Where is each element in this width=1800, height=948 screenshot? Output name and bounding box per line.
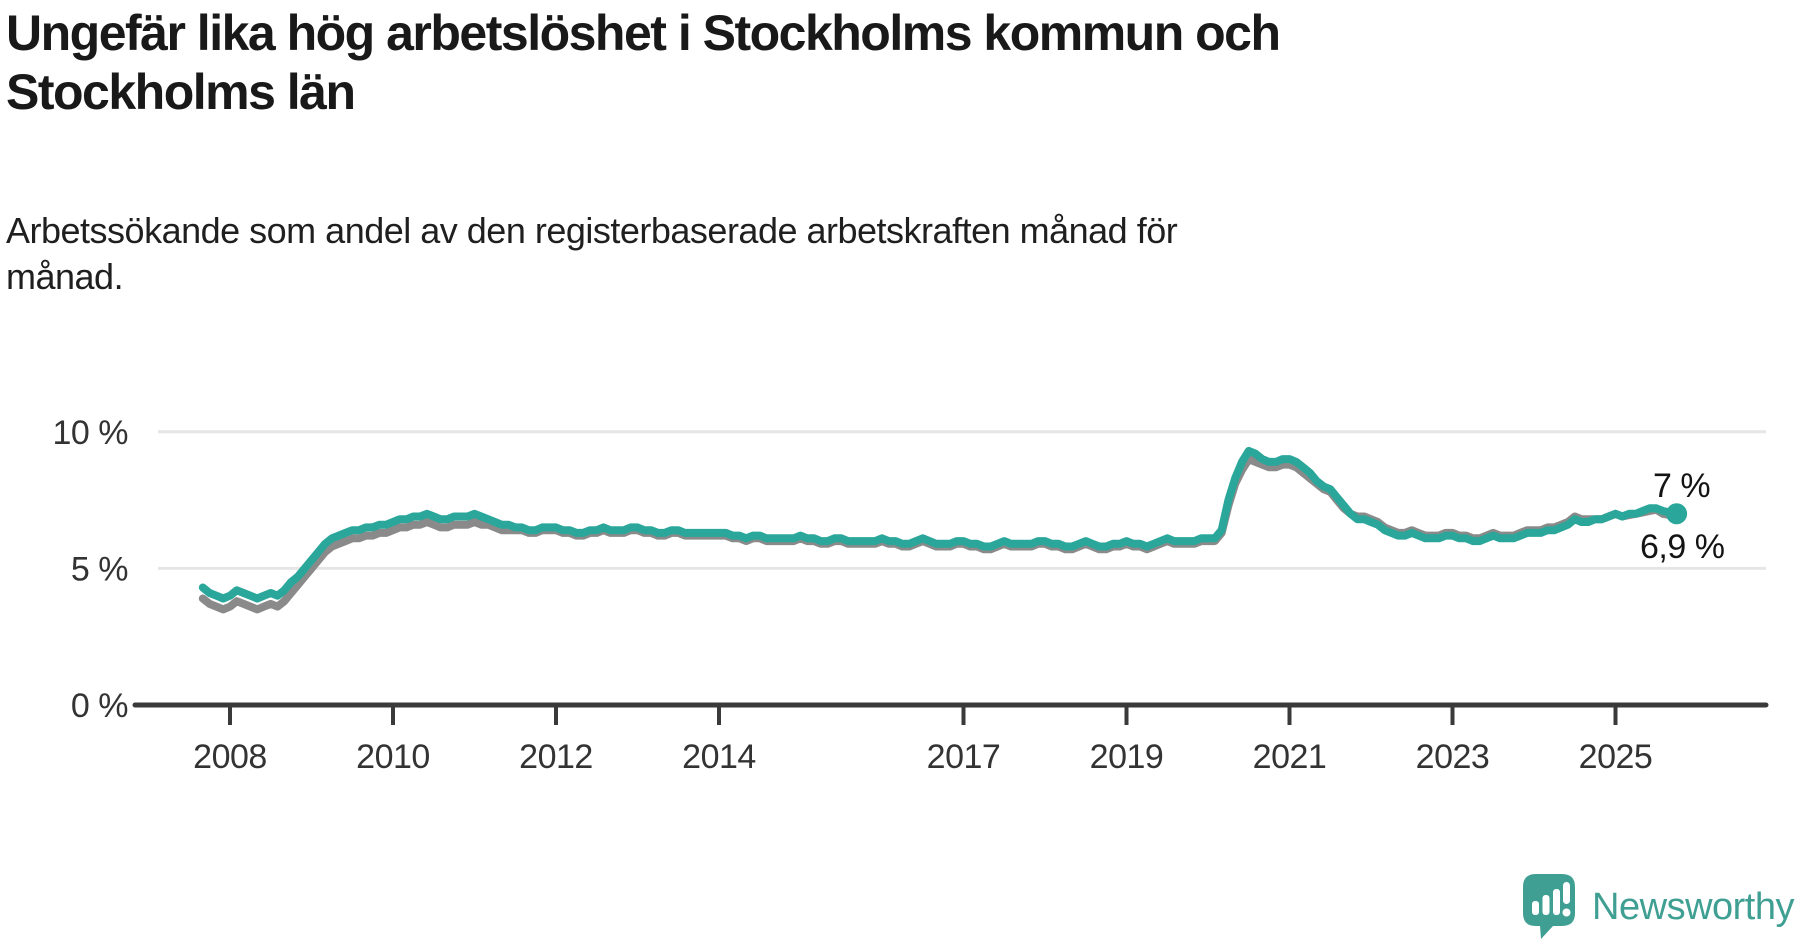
series-line-stockholms-kommun	[198, 446, 1681, 603]
x-axis-tick-label: 2017	[927, 738, 1001, 776]
y-axis-tick-label: 10 %	[53, 414, 129, 452]
series-group	[198, 446, 1688, 614]
page-subtitle: Arbetssökande som andel av den registerb…	[6, 208, 1566, 300]
x-axis-tick-label: 2012	[519, 738, 593, 776]
end-value-label-lan: 6,9 %	[1640, 528, 1725, 566]
newsworthy-logo-text: Newsworthy	[1592, 885, 1794, 928]
x-axis-tick-label: 2008	[193, 738, 267, 776]
page-title-line1: Ungefär lika hög arbetslöshet i Stockhol…	[6, 5, 1281, 61]
y-axis-tick-label: 5 %	[71, 550, 128, 588]
end-value-label-kommun: 7 %	[1653, 467, 1710, 505]
gridlines-group: 0 % 5 % 10 %	[53, 414, 1769, 725]
y-axis-tick-label: 0 %	[71, 687, 128, 725]
x-axis-tick-label: 2014	[682, 738, 756, 776]
unemployment-line-chart: 0 %5 %10 % 2008 2010 2012 2014 2017 2019 2021 2…	[53, 414, 1769, 776]
axis-ticks-group: 2008 2010 2012 2014 2017 2019 2021 2023 2025	[193, 705, 1653, 776]
x-axis-tick-label: 2025	[1579, 738, 1653, 776]
page-title: Ungefär lika hög arbetslöshet i Stockhol…	[6, 4, 1726, 121]
x-axis-tick-label: 2021	[1253, 738, 1327, 776]
page-title-line2: Stockholms län	[6, 63, 356, 120]
newsworthy-speech-bubble-bar-chart-icon	[1523, 874, 1576, 939]
x-axis-tick-label: 2023	[1416, 738, 1490, 776]
series-end-dot	[1666, 503, 1688, 525]
x-axis-tick-label: 2010	[356, 738, 430, 776]
page-subtitle-line2: månad.	[6, 256, 124, 298]
newsworthy-logo: Newsworthy	[1523, 874, 1794, 940]
x-axis-tick-label: 2019	[1090, 738, 1164, 776]
page-subtitle-line1: Arbetssökande som andel av den registerb…	[6, 210, 1178, 251]
